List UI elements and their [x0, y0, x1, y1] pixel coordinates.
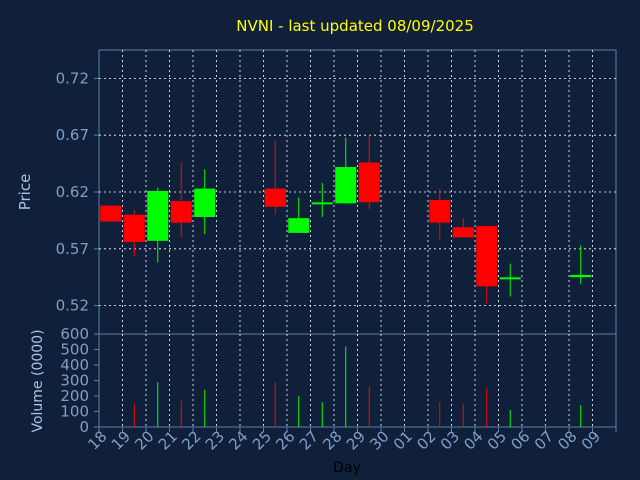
candle-body	[100, 205, 122, 222]
candle-body	[499, 277, 521, 280]
price-tick-label: 0.57	[56, 240, 89, 258]
candle-18	[100, 205, 122, 222]
candle-body	[288, 218, 310, 233]
candle-body	[476, 226, 498, 287]
volume-tick-label: 600	[60, 325, 89, 343]
volume-tick-label: 300	[60, 372, 89, 390]
candle-25	[264, 140, 286, 215]
price-gridlines	[99, 50, 616, 334]
volume-gridlines	[122, 334, 593, 427]
candle-21	[170, 162, 192, 238]
volume-bars	[133, 346, 582, 427]
candle-28	[335, 137, 357, 204]
volume-tick-label: 100	[60, 403, 89, 421]
price-tick-label: 0.62	[56, 183, 89, 201]
chart-title: NVNI - last updated 08/09/2025	[236, 17, 474, 35]
volume-axis-label: Volume (0000)	[30, 329, 46, 432]
candle-body	[335, 167, 357, 204]
price-tick-label: 0.52	[56, 297, 89, 315]
candle-02	[429, 188, 451, 240]
price-tick-label: 0.67	[56, 126, 89, 144]
candle-body	[311, 202, 333, 205]
price-tick-label: 0.72	[56, 69, 89, 87]
candle-08	[570, 245, 592, 285]
volume-tick-label: 200	[60, 387, 89, 405]
price-y-ticks: 0.52 0.57 0.62 0.67 0.72	[56, 69, 99, 315]
candle-body	[194, 188, 216, 217]
candles	[100, 135, 592, 304]
price-axis-label: Price	[16, 174, 34, 211]
candle-body	[358, 162, 380, 203]
candle-body	[570, 274, 592, 278]
candle-22	[194, 169, 216, 235]
volume-tick-label: 400	[60, 356, 89, 374]
candle-29	[358, 135, 380, 210]
candle-19	[123, 210, 145, 257]
candle-body	[264, 188, 286, 207]
volume-tick-label: 500	[60, 341, 89, 359]
candle-05	[499, 263, 521, 297]
candle-27	[311, 182, 333, 217]
candle-03	[452, 218, 474, 238]
x-axis-label: Day	[333, 460, 361, 476]
candle-26	[288, 197, 310, 233]
volume-tick-label: 0	[79, 418, 89, 436]
candle-04	[476, 226, 498, 304]
candle-body	[452, 227, 474, 238]
candle-body	[429, 199, 451, 223]
candle-body	[123, 214, 145, 242]
candle-body	[147, 190, 169, 241]
candle-20	[147, 187, 169, 263]
candle-body	[170, 201, 192, 223]
